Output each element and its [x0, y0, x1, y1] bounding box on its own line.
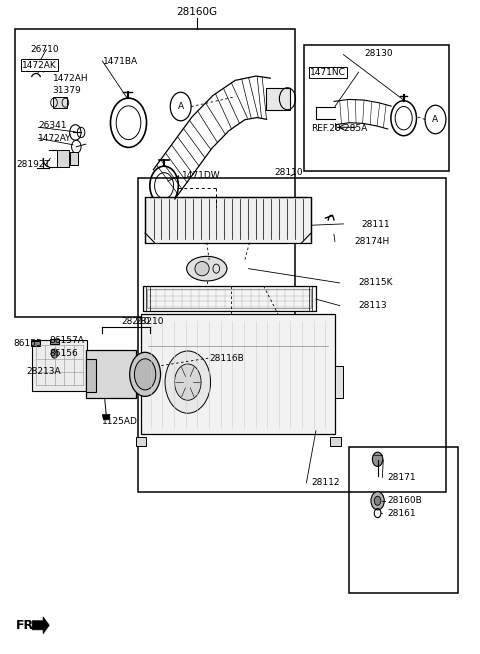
Text: 28160G: 28160G: [177, 7, 218, 17]
Text: 1471DW: 1471DW: [181, 171, 220, 181]
Circle shape: [165, 351, 211, 413]
Bar: [138, 178, 446, 492]
Circle shape: [51, 349, 58, 358]
Text: 28110: 28110: [274, 168, 303, 177]
Ellipse shape: [130, 353, 160, 396]
Text: 1472AH: 1472AH: [53, 74, 88, 83]
Text: 26341: 26341: [38, 122, 67, 131]
Text: REF.28-285A: REF.28-285A: [311, 124, 367, 133]
Text: 28113: 28113: [359, 301, 387, 310]
Text: 1472AK: 1472AK: [22, 61, 57, 69]
Bar: [335, 366, 343, 398]
Circle shape: [374, 496, 381, 506]
Bar: [145, 198, 311, 243]
Text: A: A: [432, 115, 439, 124]
Text: 1471NC: 1471NC: [310, 67, 346, 77]
Text: 1471BA: 1471BA: [103, 57, 139, 65]
Text: 28115K: 28115K: [359, 279, 393, 287]
Text: A: A: [178, 102, 184, 111]
Bar: [70, 152, 78, 165]
Text: 1472AY: 1472AY: [38, 134, 72, 143]
Circle shape: [371, 492, 384, 510]
Text: 86156: 86156: [49, 349, 78, 358]
Circle shape: [372, 452, 383, 466]
Bar: [86, 350, 136, 398]
Text: 26710: 26710: [30, 45, 59, 54]
Text: 28130: 28130: [364, 49, 393, 58]
Bar: [14, 29, 295, 317]
Bar: [266, 88, 290, 110]
Bar: [50, 339, 59, 344]
Text: 1125AD: 1125AD: [102, 417, 138, 426]
Bar: [32, 340, 87, 390]
Ellipse shape: [134, 359, 156, 390]
Bar: [53, 97, 67, 108]
Text: 28116B: 28116B: [209, 354, 244, 363]
Text: 86155: 86155: [13, 339, 42, 349]
Bar: [57, 150, 69, 167]
Text: 28192T: 28192T: [16, 160, 50, 169]
Text: 28111: 28111: [361, 220, 390, 229]
Bar: [304, 45, 449, 171]
Text: 28160B: 28160B: [387, 496, 422, 506]
Bar: [141, 314, 335, 434]
Polygon shape: [32, 617, 49, 634]
Bar: [143, 286, 316, 311]
Bar: [31, 341, 40, 347]
Bar: [330, 438, 341, 445]
Text: 28210: 28210: [121, 317, 150, 326]
Text: 86157A: 86157A: [49, 336, 84, 345]
Bar: [136, 438, 146, 445]
Bar: [349, 447, 458, 593]
Text: 28174H: 28174H: [354, 237, 389, 246]
Text: 28213A: 28213A: [26, 367, 61, 375]
Text: FR.: FR.: [16, 619, 39, 632]
Circle shape: [175, 364, 201, 400]
Ellipse shape: [187, 256, 227, 281]
Text: 31379: 31379: [53, 86, 81, 95]
Bar: [147, 289, 311, 307]
Text: 28171: 28171: [387, 473, 416, 482]
Polygon shape: [102, 415, 110, 420]
Text: 28161: 28161: [387, 509, 416, 517]
Text: 28112: 28112: [311, 478, 340, 487]
Text: 28210: 28210: [136, 317, 164, 326]
Ellipse shape: [195, 262, 209, 276]
Bar: [86, 360, 96, 392]
